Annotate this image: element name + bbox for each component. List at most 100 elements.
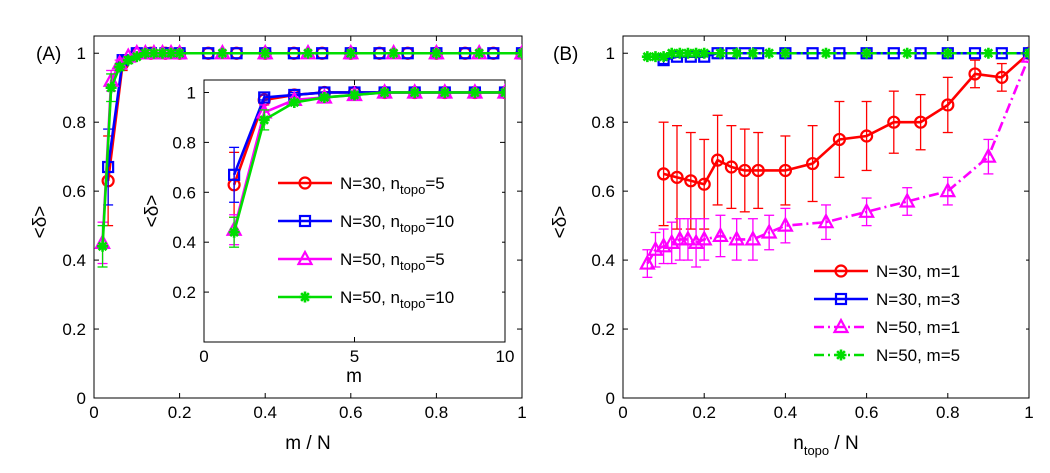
data-point [302, 47, 314, 59]
data-point [939, 181, 957, 198]
legend-label: N=50, ntopo=10 [340, 288, 454, 311]
legend-label-text: N=50, m=5 [876, 346, 960, 365]
data-point [409, 86, 421, 98]
data-point [165, 47, 177, 59]
series-2 [639, 47, 1029, 278]
y-tick-label: 1 [187, 83, 196, 102]
y-tick-label: 0.4 [591, 251, 615, 270]
data-point [697, 177, 711, 191]
y-tick-label: 0.2 [172, 283, 196, 302]
data-point [968, 67, 982, 81]
y-tick-label: 1 [606, 44, 615, 63]
data-point [97, 240, 109, 252]
data-point [258, 114, 270, 126]
data-point [859, 129, 874, 143]
data-point [259, 47, 271, 59]
panel-label: (B) [553, 44, 578, 65]
x-tick-label: 0.6 [339, 403, 363, 422]
data-point [714, 47, 726, 59]
legend-label: N=50, m=5 [876, 346, 960, 365]
y-tick-label: 0.2 [62, 320, 86, 339]
data-point [658, 51, 670, 63]
data-point [913, 115, 928, 129]
panel-label: (A) [36, 44, 61, 65]
y-tick-label: 0.4 [172, 233, 196, 252]
legend-label-text: N=50, n [340, 250, 400, 269]
data-point [942, 47, 954, 59]
y-tick-label: 0 [606, 389, 615, 408]
data-point [641, 51, 653, 63]
data-point [156, 47, 168, 59]
data-point [710, 153, 725, 167]
data-point [901, 47, 913, 59]
y-tick-label: 0.2 [591, 320, 615, 339]
data-point [832, 132, 846, 147]
data-point [649, 51, 661, 63]
y-tick-label: 0.4 [62, 251, 86, 270]
y-tick-label: 0 [77, 389, 86, 408]
legend-label-subscript: topo [400, 258, 425, 273]
inset-x-axis-label: m [346, 366, 362, 387]
data-point [679, 230, 697, 246]
x-tick-label: 0.6 [855, 403, 879, 422]
data-point [1023, 47, 1029, 59]
y-tick-label: 0.6 [591, 182, 615, 201]
legend-marker [832, 317, 850, 334]
x-tick-label: 0.4 [774, 403, 798, 422]
data-point [122, 54, 134, 66]
x-tick-label: 0.2 [692, 403, 716, 422]
x-tick-label: 0.4 [253, 403, 277, 422]
data-point [656, 167, 671, 181]
x-tick-label: 1 [1024, 403, 1033, 422]
data-point [724, 160, 739, 174]
legend-label: N=50, m=1 [876, 318, 960, 337]
legend-label-subscript: topo [400, 182, 425, 197]
data-point [738, 163, 752, 178]
legend-label-subscript: topo [400, 220, 425, 235]
data-point [473, 47, 485, 59]
inset-chart: 0 5 100.20.40.60.81m<δ>N=30, ntopo=5N=30, … [142, 79, 515, 387]
legend-label-suffix: =5 [425, 174, 444, 193]
data-point [288, 96, 300, 108]
series-0 [656, 46, 1029, 230]
data-point [469, 86, 481, 98]
data-point [216, 47, 228, 59]
legend-label: N=30, ntopo=5 [340, 174, 445, 197]
data-point [760, 223, 778, 239]
x-tick-label: 0.2 [168, 403, 192, 422]
y-tick-label: 1 [77, 44, 86, 63]
panel-b: 0 0.2 0.4 0.6 0.8 1 0 0.2 0.4 0.6 0.8 1 ntopo / N <δ>… [550, 35, 1034, 458]
data-point [670, 170, 684, 184]
data-point [430, 47, 442, 59]
legend-marker [298, 214, 312, 228]
y-axis-label: <δ> [30, 206, 51, 239]
series-3 [228, 86, 505, 248]
series-3 [97, 47, 522, 268]
data-point [820, 47, 832, 59]
legend-label-text: N=30, n [340, 212, 400, 231]
data-point [995, 70, 1009, 84]
legend-label-subscript: topo [400, 296, 425, 311]
data-point [131, 51, 143, 63]
x-axis-label-subscript: topo [804, 443, 829, 458]
legend-marker [299, 291, 311, 303]
data-point [388, 47, 400, 59]
data-point [228, 226, 240, 238]
data-point [980, 147, 997, 163]
legend-marker [835, 349, 847, 361]
data-point [982, 47, 994, 59]
y-tick-label: 0.8 [62, 113, 86, 132]
legend-marker [834, 264, 848, 278]
data-point [731, 47, 743, 59]
legend-label-text: N=30, m=3 [876, 290, 960, 309]
data-point [174, 47, 186, 59]
data-point [763, 47, 775, 59]
data-point [682, 47, 694, 59]
x-tick-label: 10 [496, 347, 515, 366]
data-point [861, 47, 873, 59]
x-axis-label: m / N [285, 433, 330, 454]
data-point [698, 47, 710, 59]
data-point [941, 98, 955, 112]
data-point [379, 86, 391, 98]
